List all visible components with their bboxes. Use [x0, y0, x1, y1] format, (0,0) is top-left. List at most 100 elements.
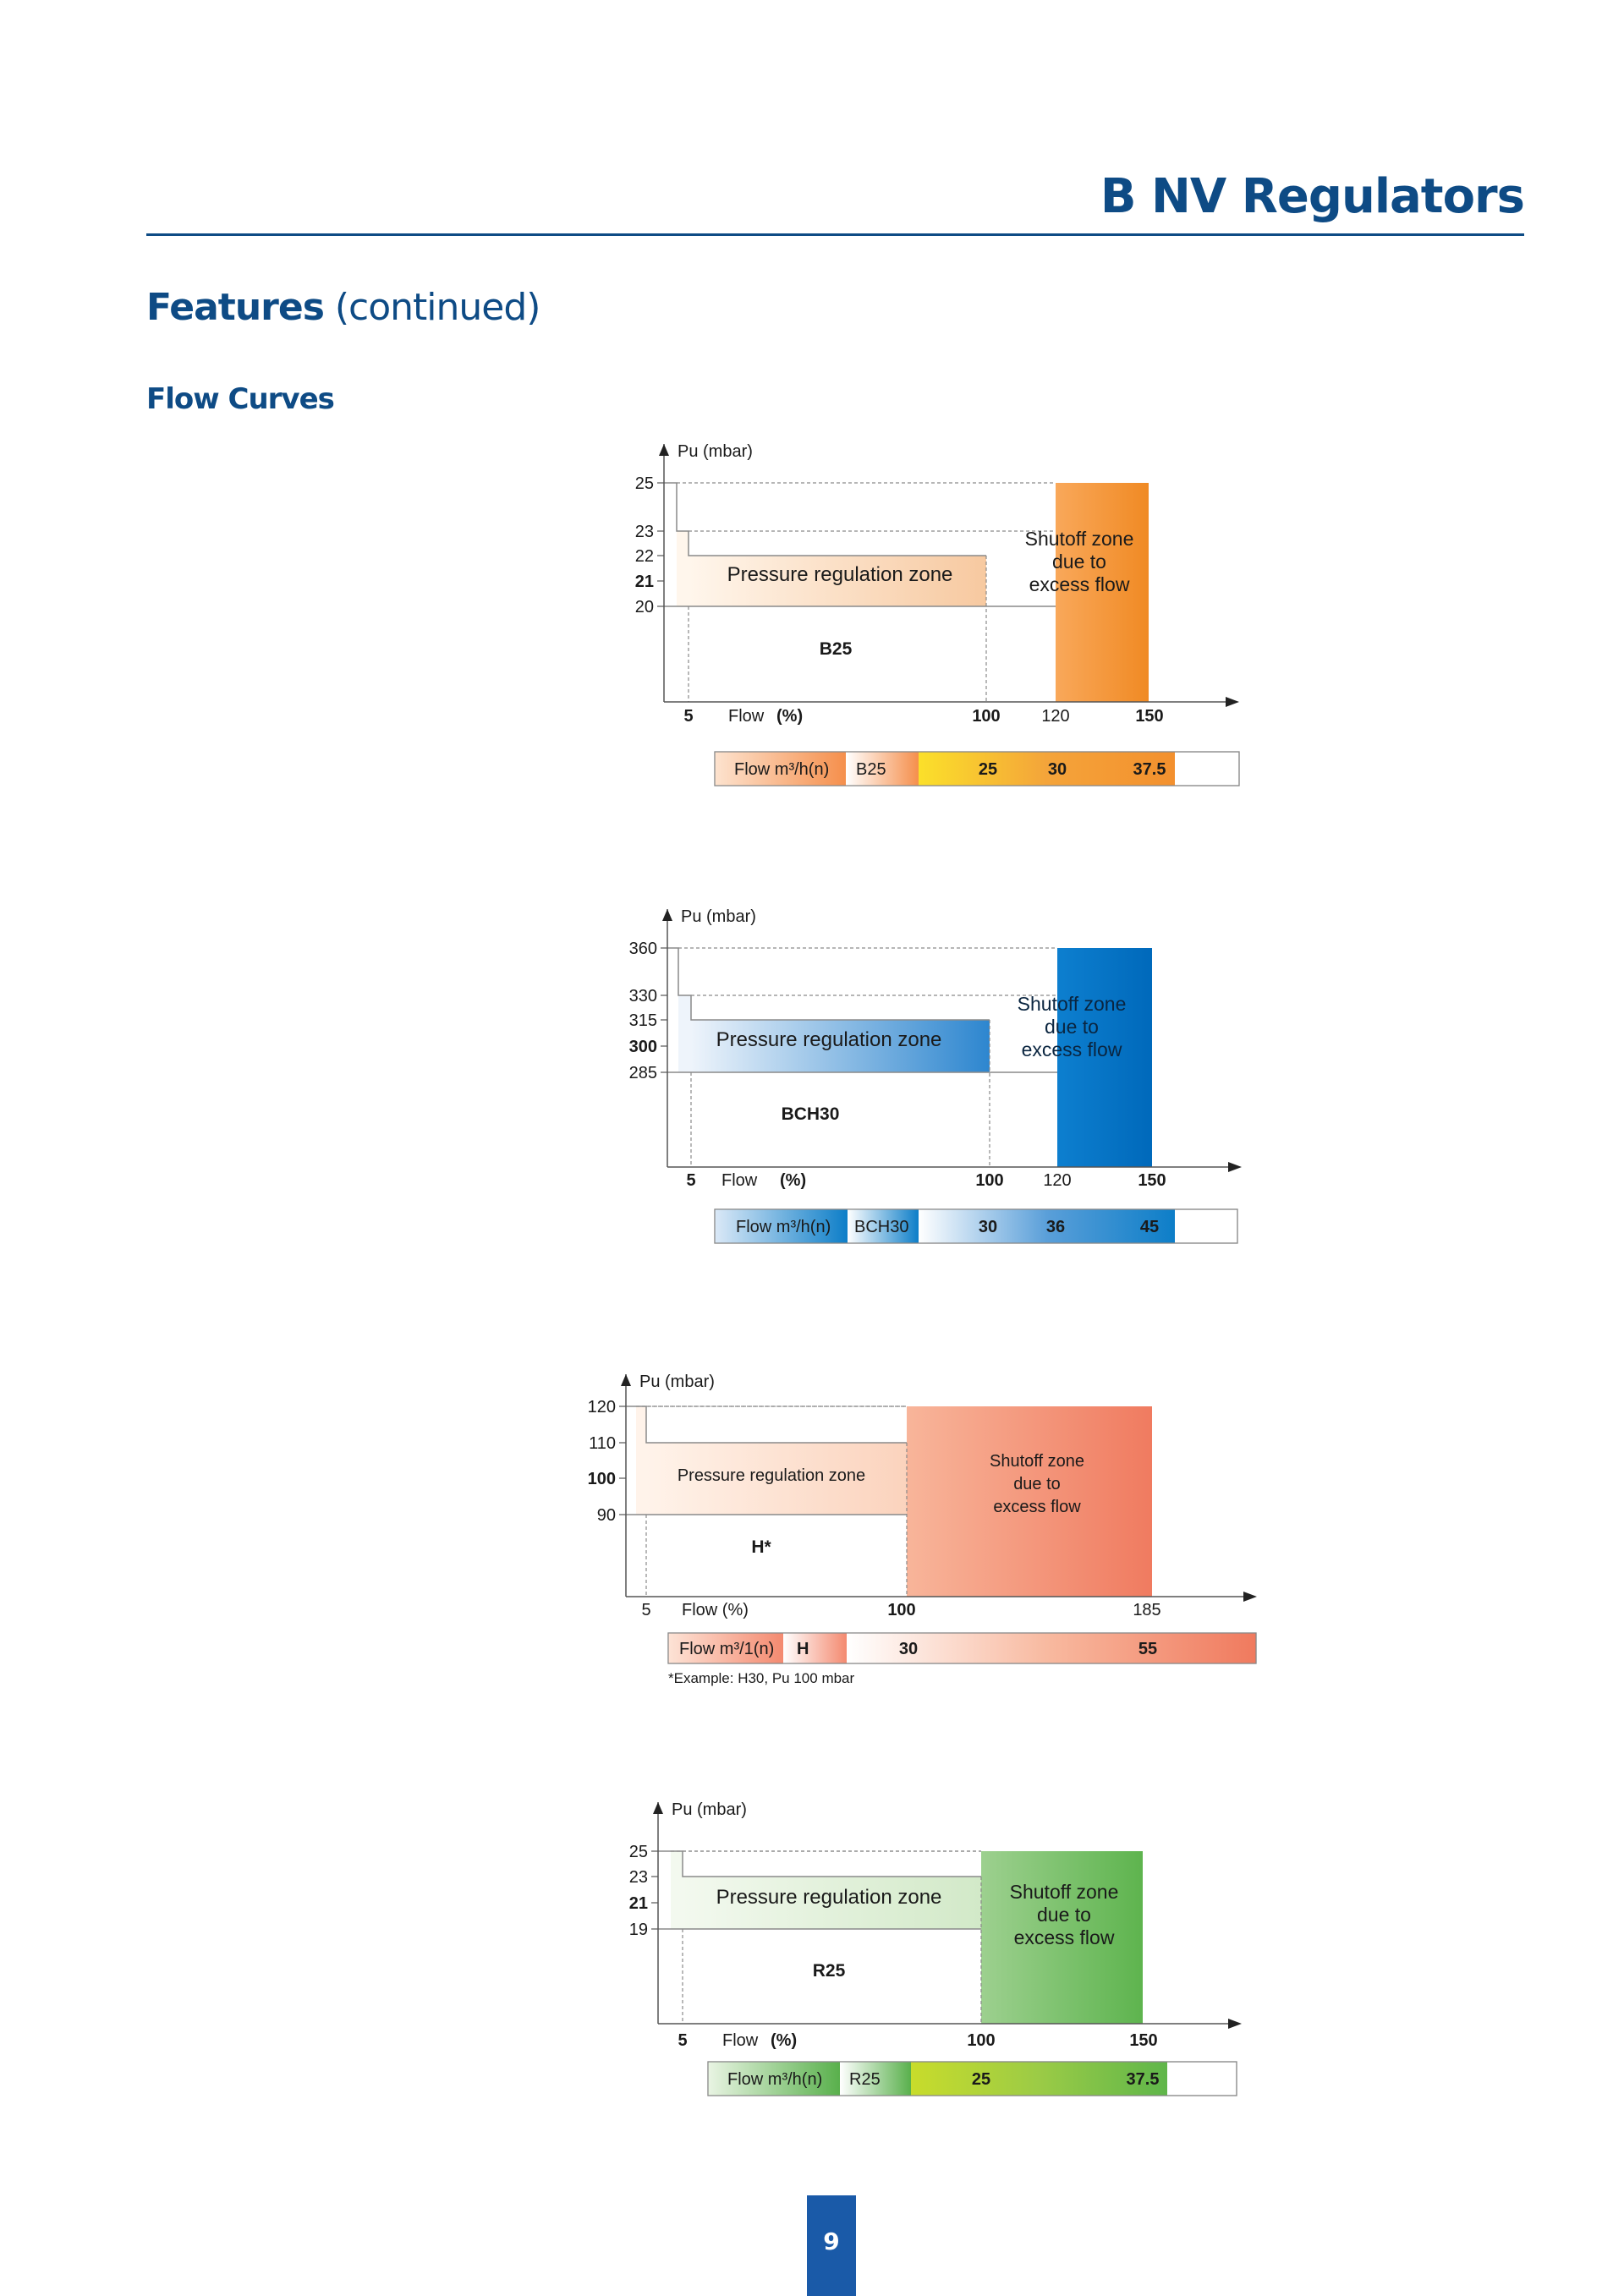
flow-band-border [714, 1208, 1238, 1244]
shutoff-zone [1057, 948, 1152, 1167]
flow-chart-bch30: Pu (mbar) 360 330 315 300 285 5 100 120 150 Flow (%… [629, 907, 1242, 1244]
x-tick-label: 5 [686, 1171, 695, 1190]
y-axis-title: Pu (mbar) [639, 1373, 715, 1391]
flow-band-range-cell [847, 1633, 1256, 1663]
y-tick-label: 330 [629, 987, 657, 1006]
flow-band-label-cell [715, 1209, 848, 1243]
flow-band-model-cell [783, 1633, 847, 1663]
flow-band-label-cell [668, 1633, 783, 1663]
y-axis-arrow [653, 1802, 663, 1814]
flow-band-model-cell [846, 752, 919, 786]
shutoff-zone-label: Shutoff zone [1018, 993, 1127, 1015]
flow-band-model-label: H [797, 1640, 809, 1658]
shutoff-zone-label: excess flow [1029, 573, 1130, 595]
shutoff-zone-label: excess flow [1014, 1926, 1115, 1948]
flow-band-model-label: BCH30 [854, 1218, 908, 1236]
x-tick-label: 150 [1129, 2031, 1157, 2050]
y-axis-arrow [659, 444, 669, 456]
x-axis-flow-label: Flow [722, 2031, 759, 2050]
flow-band-range-cell [911, 2062, 1167, 2096]
y-axis-title: Pu (mbar) [678, 442, 753, 461]
pressure-regulation-zone [689, 556, 986, 606]
flow-band-border [714, 751, 1240, 786]
pressure-regulation-zone-label: Pressure regulation zone [678, 1466, 865, 1485]
x-tick-label: 185 [1133, 1601, 1160, 1619]
flow-band-model-cell [848, 1209, 919, 1243]
flow-band-value: 30 [979, 1218, 997, 1236]
y-tick-label: 315 [629, 1011, 657, 1030]
shutoff-zone [981, 1851, 1143, 2024]
y-tick-label: 19 [629, 1921, 648, 1939]
startup-step-zone [671, 1851, 683, 1929]
shutoff-zone-label: due to [1037, 1904, 1091, 1926]
flow-band-label-cell [708, 2062, 840, 2096]
flow-band-model-label: B25 [856, 760, 886, 779]
x-tick-label: 100 [967, 2031, 995, 2050]
shutoff-zone [1056, 483, 1149, 702]
x-axis-flow-label: Flow [721, 1171, 758, 1190]
flow-band-value: 36 [1046, 1218, 1065, 1236]
flow-chart-r25: Pu (mbar) 25 23 21 19 5 100 150 Flow (%) Pressure … [629, 1800, 1242, 2096]
flow-band-value: 25 [979, 760, 997, 779]
document-title: B NV Regulators [1100, 169, 1525, 224]
y-tick-label: 25 [629, 1843, 648, 1861]
pressure-regulation-zone [691, 1020, 990, 1072]
startup-step-zone [677, 531, 689, 606]
shutoff-zone-label: due to [1013, 1475, 1061, 1493]
flow-band-label-cell [715, 752, 846, 786]
x-tick-label: 5 [683, 707, 693, 726]
flow-chart-b25: Pu (mbar) 25 23 22 21 20 5 100 120 150 Flow (%) Pres… [635, 442, 1240, 786]
y-axis-title: Pu (mbar) [672, 1800, 747, 1819]
x-axis-arrow [1228, 2019, 1242, 2029]
y-axis-arrow [662, 909, 672, 921]
flow-band-unit-label: Flow m³/h(n) [734, 760, 829, 779]
flow-band-value: 37.5 [1133, 760, 1166, 779]
x-tick-label: 100 [975, 1171, 1003, 1190]
y-tick-label: 110 [589, 1434, 616, 1453]
shutoff-zone-label: Shutoff zone [990, 1452, 1084, 1471]
y-tick-label: 20 [635, 598, 654, 616]
y-tick-label: 90 [597, 1506, 616, 1525]
flow-band-value: 30 [899, 1640, 918, 1658]
y-tick-label: 300 [629, 1038, 657, 1056]
pressure-regulation-zone [646, 1443, 907, 1515]
pressure-curve-upper [626, 1406, 907, 1444]
flow-band-value: 25 [972, 2070, 990, 2089]
section-title-bold: Features [146, 286, 325, 329]
y-tick-label: 21 [635, 573, 654, 591]
flow-band-unit-label: Flow m³/h(n) [736, 1218, 831, 1236]
flow-band-range-cell [919, 752, 1175, 786]
x-axis-unit-label: (%) [776, 707, 803, 726]
y-axis-arrow [621, 1374, 631, 1386]
x-tick-label: 120 [1043, 1171, 1071, 1190]
x-axis-arrow [1226, 697, 1239, 707]
pressure-regulation-zone [683, 1877, 981, 1929]
y-tick-label: 21 [629, 1894, 648, 1913]
shutoff-zone-label: due to [1045, 1016, 1099, 1038]
x-tick-label: 150 [1138, 1171, 1166, 1190]
model-label: BCH30 [782, 1104, 840, 1124]
flow-band-value: 37.5 [1127, 2070, 1160, 2089]
pressure-regulation-zone-label: Pressure regulation zone [716, 1886, 942, 1909]
pressure-curve-upper [667, 947, 990, 1021]
shutoff-zone-label: excess flow [993, 1498, 1081, 1516]
y-tick-label: 22 [635, 547, 654, 566]
y-tick-label: 23 [635, 523, 654, 541]
x-axis-flow-label: Flow [728, 707, 765, 726]
section-title: Features (continued) [146, 286, 540, 329]
startup-step-zone [636, 1406, 646, 1515]
x-tick-label: 5 [641, 1601, 650, 1619]
x-axis-flow-label: Flow (%) [682, 1601, 749, 1619]
page-number-badge: 9 [807, 2195, 856, 2296]
title-rule [146, 233, 1524, 236]
flow-band-unit-label: Flow m³/h(n) [727, 2070, 822, 2089]
y-tick-label: 360 [629, 940, 657, 958]
shutoff-zone-label: excess flow [1022, 1038, 1122, 1060]
x-axis-arrow [1243, 1592, 1257, 1602]
subsection-title: Flow Curves [146, 382, 335, 416]
y-tick-label: 100 [588, 1470, 616, 1488]
x-axis-unit-label: (%) [771, 2031, 797, 2050]
shutoff-zone [907, 1406, 1152, 1597]
flow-band-value: 45 [1140, 1218, 1159, 1236]
